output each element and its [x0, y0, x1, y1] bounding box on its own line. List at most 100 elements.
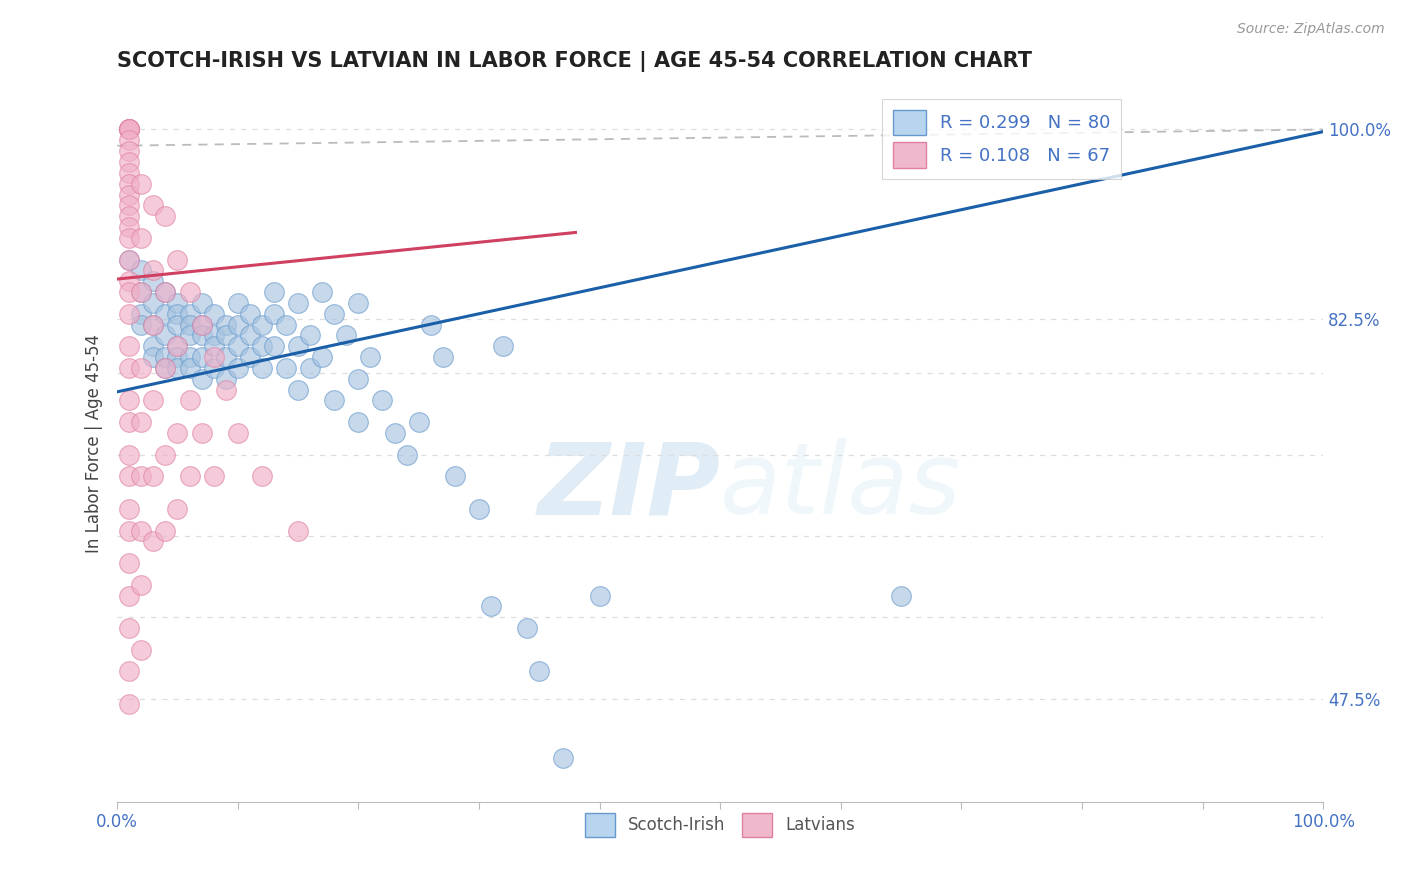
- Point: [166, 318, 188, 332]
- Point: [239, 307, 262, 321]
- Point: [118, 122, 141, 136]
- Point: [226, 361, 249, 376]
- Point: [155, 448, 177, 462]
- Point: [155, 524, 177, 538]
- Point: [190, 296, 212, 310]
- Point: [131, 263, 153, 277]
- Text: SCOTCH-IRISH VS LATVIAN IN LABOR FORCE | AGE 45-54 CORRELATION CHART: SCOTCH-IRISH VS LATVIAN IN LABOR FORCE |…: [117, 51, 1032, 71]
- Point: [166, 339, 188, 353]
- Point: [118, 274, 141, 288]
- Point: [179, 285, 201, 299]
- Point: [118, 133, 141, 147]
- Point: [444, 469, 467, 483]
- Point: [202, 469, 225, 483]
- Point: [142, 296, 165, 310]
- Point: [347, 372, 370, 386]
- Point: [166, 252, 188, 267]
- Point: [299, 361, 322, 376]
- Point: [118, 589, 141, 603]
- Point: [155, 361, 177, 376]
- Point: [142, 274, 165, 288]
- Point: [468, 502, 491, 516]
- Point: [347, 296, 370, 310]
- Text: Source: ZipAtlas.com: Source: ZipAtlas.com: [1237, 22, 1385, 37]
- Point: [250, 361, 273, 376]
- Point: [118, 469, 141, 483]
- Point: [118, 177, 141, 191]
- Point: [202, 350, 225, 364]
- Point: [142, 393, 165, 408]
- Point: [131, 231, 153, 245]
- Point: [118, 187, 141, 202]
- Point: [118, 220, 141, 235]
- Point: [142, 534, 165, 549]
- Point: [250, 318, 273, 332]
- Point: [299, 328, 322, 343]
- Point: [215, 328, 238, 343]
- Point: [239, 328, 262, 343]
- Point: [118, 122, 141, 136]
- Point: [274, 361, 297, 376]
- Point: [190, 318, 212, 332]
- Point: [131, 415, 153, 429]
- Point: [202, 339, 225, 353]
- Point: [311, 350, 333, 364]
- Point: [131, 469, 153, 483]
- Text: ZIP: ZIP: [537, 438, 720, 535]
- Point: [166, 307, 188, 321]
- Point: [553, 751, 575, 765]
- Point: [226, 425, 249, 440]
- Point: [131, 318, 153, 332]
- Point: [215, 350, 238, 364]
- Point: [419, 318, 441, 332]
- Point: [287, 339, 309, 353]
- Point: [142, 339, 165, 353]
- Point: [142, 469, 165, 483]
- Point: [142, 263, 165, 277]
- Point: [323, 393, 346, 408]
- Point: [432, 350, 454, 364]
- Point: [166, 350, 188, 364]
- Point: [371, 393, 394, 408]
- Point: [190, 350, 212, 364]
- Point: [118, 285, 141, 299]
- Point: [118, 393, 141, 408]
- Point: [250, 339, 273, 353]
- Point: [359, 350, 381, 364]
- Point: [190, 425, 212, 440]
- Point: [202, 361, 225, 376]
- Point: [131, 285, 153, 299]
- Point: [118, 144, 141, 158]
- Point: [155, 361, 177, 376]
- Point: [142, 318, 165, 332]
- Point: [190, 372, 212, 386]
- Point: [226, 339, 249, 353]
- Point: [179, 361, 201, 376]
- Point: [274, 318, 297, 332]
- Point: [250, 469, 273, 483]
- Point: [215, 318, 238, 332]
- Point: [323, 307, 346, 321]
- Point: [131, 524, 153, 538]
- Point: [118, 252, 141, 267]
- Point: [118, 307, 141, 321]
- Point: [118, 448, 141, 462]
- Point: [118, 697, 141, 711]
- Point: [202, 328, 225, 343]
- Point: [263, 307, 285, 321]
- Point: [588, 589, 610, 603]
- Point: [226, 296, 249, 310]
- Point: [118, 361, 141, 376]
- Point: [166, 425, 188, 440]
- Point: [155, 307, 177, 321]
- Point: [179, 393, 201, 408]
- Point: [131, 285, 153, 299]
- Point: [179, 307, 201, 321]
- Point: [287, 524, 309, 538]
- Point: [131, 177, 153, 191]
- Point: [118, 502, 141, 516]
- Point: [118, 122, 141, 136]
- Point: [347, 415, 370, 429]
- Point: [166, 502, 188, 516]
- Point: [118, 524, 141, 538]
